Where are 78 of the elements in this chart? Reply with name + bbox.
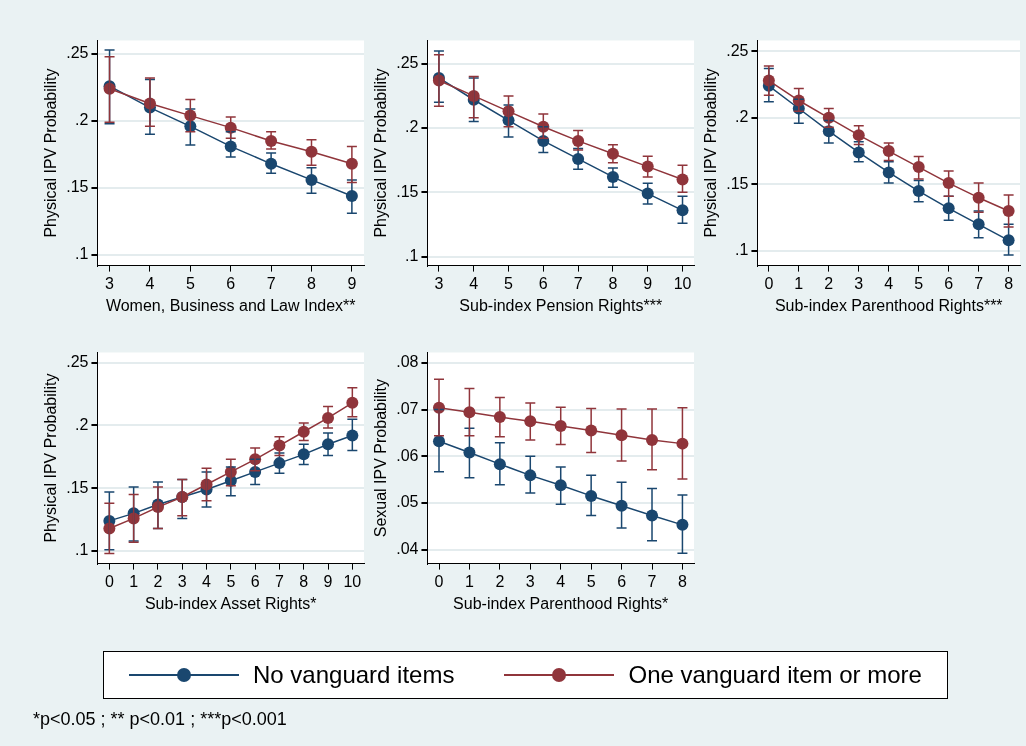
x-tick-label: 4 [469, 274, 479, 292]
x-tick-label: 2 [495, 572, 505, 590]
x-tick-label: 3 [525, 572, 535, 590]
x-tick-label: 6 [226, 274, 236, 292]
y-tick-label: .2 [75, 415, 89, 433]
x-tick-label: 6 [617, 572, 627, 590]
x-tick-label: 8 [307, 274, 317, 292]
y-tick-label: .05 [396, 493, 419, 511]
x-tick-label: 6 [944, 274, 954, 292]
x-tick-label: 1 [129, 572, 139, 590]
y-tick-label: .15 [66, 178, 89, 196]
y-tick-label: .07 [396, 399, 419, 417]
x-tick-label: 7 [274, 572, 284, 590]
x-tick-label: 9 [643, 274, 653, 292]
x-axis-title: Sub-index Pension Rights*** [459, 296, 663, 314]
legend-label: One vanguard item or more [628, 661, 922, 689]
x-tick-label: 7 [573, 274, 583, 292]
x-tick-label: 7 [974, 274, 984, 292]
x-axis-title: Women, Business and Law Index** [105, 296, 356, 314]
y-tick-label: .25 [396, 54, 419, 72]
x-tick-label: 1 [464, 572, 474, 590]
x-tick-label: 0 [764, 274, 774, 292]
y-tick-label: .1 [75, 245, 89, 263]
y-tick-label: .15 [726, 174, 749, 192]
x-tick-label: 7 [266, 274, 276, 292]
x-tick-label: 5 [914, 274, 924, 292]
x-axis-title: Sub-index Parenthood Rights* [453, 594, 669, 612]
y-tick-label: .06 [396, 446, 419, 464]
x-tick-label: 10 [343, 572, 362, 590]
y-tick-label: .04 [396, 540, 419, 557]
x-tick-label: 7 [647, 572, 657, 590]
x-tick-label: 5 [504, 274, 514, 292]
y-tick-label: .25 [726, 41, 749, 59]
x-tick-label: 3 [177, 572, 187, 590]
x-tick-label: 5 [226, 572, 236, 590]
x-tick-label: 4 [556, 572, 566, 590]
x-tick-label: 6 [538, 274, 548, 292]
x-tick-label: 5 [185, 274, 195, 292]
x-tick-label: 0 [434, 572, 444, 590]
y-tick-label: .2 [735, 108, 749, 126]
y-tick-label: .08 [396, 353, 419, 371]
x-tick-label: 2 [824, 274, 834, 292]
y-axis-title: Physical IPV Probability [372, 68, 390, 238]
x-tick-label: 4 [202, 572, 212, 590]
y-axis-title: Physical IPV Probability [702, 68, 720, 238]
x-tick-label: 0 [104, 572, 114, 590]
y-tick-label: .15 [396, 182, 419, 200]
y-tick-label: .2 [75, 111, 89, 129]
y-tick-label: .1 [735, 241, 749, 259]
x-tick-label: 9 [347, 274, 357, 292]
x-tick-label: 8 [608, 274, 618, 292]
x-tick-label: 3 [105, 274, 115, 292]
x-tick-label: 8 [299, 572, 309, 590]
y-tick-label: .2 [405, 118, 419, 136]
x-tick-label: 6 [250, 572, 260, 590]
x-tick-label: 10 [673, 274, 692, 292]
y-axis-title: Physical IPV Probability [42, 68, 60, 238]
y-axis-title: Sexual IPV Probability [372, 378, 390, 538]
legend-label: No vanguard items [253, 661, 455, 689]
x-tick-label: 1 [794, 274, 804, 292]
y-tick-label: .25 [66, 44, 89, 62]
y-tick-label: .1 [75, 541, 89, 559]
y-tick-label: .1 [405, 247, 419, 265]
y-tick-label: .15 [66, 478, 89, 496]
x-tick-label: 2 [153, 572, 163, 590]
x-tick-label: 9 [323, 572, 333, 590]
x-axis-title: Sub-index Parenthood Rights*** [774, 296, 1003, 314]
x-tick-label: 8 [1004, 274, 1014, 292]
x-tick-label: 4 [145, 274, 155, 292]
y-tick-label: .25 [66, 353, 89, 371]
x-tick-label: 8 [677, 572, 687, 590]
x-axis-title: Sub-index Asset Rights* [144, 594, 317, 612]
x-tick-label: 5 [586, 572, 596, 590]
x-tick-label: 3 [854, 274, 864, 292]
x-tick-label: 3 [434, 274, 444, 292]
y-axis-title: Physical IPV Probability [42, 373, 60, 543]
text: *p<0.05 ; ** p<0.01 ; ***p<0.001 [33, 709, 287, 730]
x-tick-label: 4 [884, 274, 894, 292]
